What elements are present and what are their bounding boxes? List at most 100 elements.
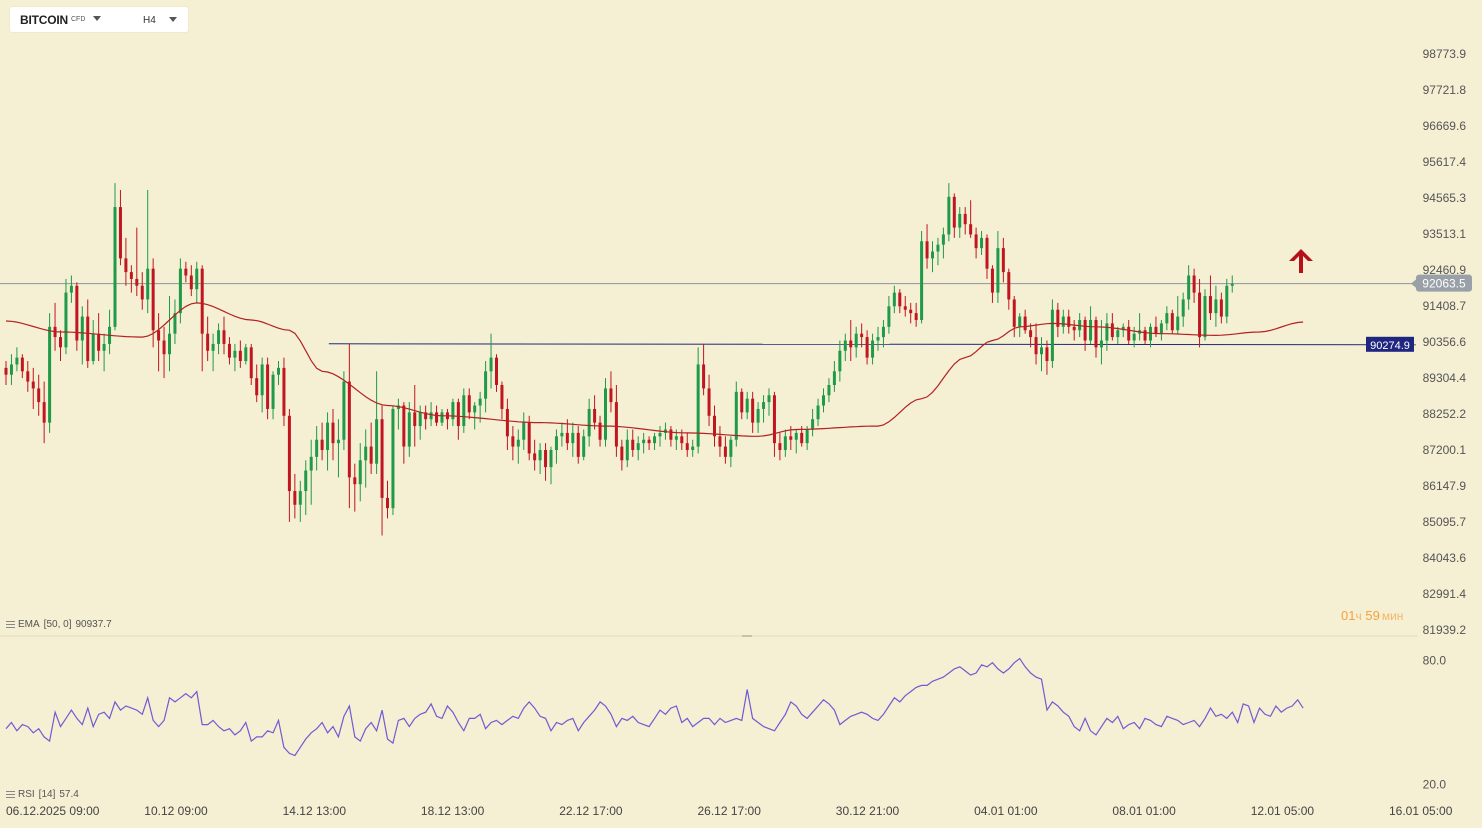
candle-body[interactable] bbox=[1203, 296, 1207, 338]
candle-body[interactable] bbox=[783, 436, 787, 451]
candle-body[interactable] bbox=[429, 412, 433, 420]
candle-body[interactable] bbox=[342, 381, 346, 440]
candle-body[interactable] bbox=[331, 422, 335, 444]
candle-body[interactable] bbox=[282, 367, 286, 416]
candle-body[interactable] bbox=[462, 395, 466, 427]
candle-body[interactable] bbox=[669, 429, 673, 440]
candle-body[interactable] bbox=[980, 237, 984, 249]
candle-body[interactable] bbox=[1192, 275, 1196, 293]
candle-body[interactable] bbox=[298, 491, 302, 505]
candle-body[interactable] bbox=[1001, 248, 1005, 273]
candle-body[interactable] bbox=[593, 408, 597, 423]
candle-body[interactable] bbox=[1012, 299, 1016, 327]
candle-body[interactable] bbox=[42, 402, 46, 423]
candle-body[interactable] bbox=[963, 213, 967, 225]
candle-body[interactable] bbox=[48, 326, 52, 423]
candle-body[interactable] bbox=[1061, 316, 1065, 327]
candle-body[interactable] bbox=[909, 309, 913, 314]
candle-body[interactable] bbox=[347, 381, 351, 478]
candle-body[interactable] bbox=[402, 405, 406, 447]
candle-body[interactable] bbox=[206, 333, 210, 351]
candle-body[interactable] bbox=[320, 439, 324, 451]
candle-body[interactable] bbox=[1072, 326, 1076, 331]
candle-body[interactable] bbox=[222, 330, 226, 344]
candle-body[interactable] bbox=[772, 395, 776, 444]
candle-body[interactable] bbox=[903, 306, 907, 310]
candle-body[interactable] bbox=[843, 340, 847, 351]
candle-body[interactable] bbox=[931, 251, 934, 259]
candle-body[interactable] bbox=[898, 292, 902, 307]
candle-body[interactable] bbox=[674, 436, 678, 440]
candle-body[interactable] bbox=[91, 333, 95, 362]
candle-body[interactable] bbox=[364, 446, 368, 461]
candle-body[interactable] bbox=[168, 333, 171, 355]
candle-body[interactable] bbox=[37, 388, 41, 403]
candle-body[interactable] bbox=[729, 439, 733, 457]
candle-body[interactable] bbox=[211, 343, 215, 351]
timeframe-value[interactable]: H4 bbox=[143, 15, 156, 26]
candle-body[interactable] bbox=[1132, 333, 1136, 341]
candle-body[interactable] bbox=[1056, 309, 1060, 327]
candle-body[interactable] bbox=[217, 330, 221, 344]
candle-body[interactable] bbox=[233, 350, 237, 358]
candle-body[interactable] bbox=[1040, 347, 1043, 355]
candle-body[interactable] bbox=[1105, 323, 1109, 341]
candle-body[interactable] bbox=[271, 374, 275, 409]
candle-body[interactable] bbox=[647, 439, 651, 444]
candle-body[interactable] bbox=[1230, 283, 1234, 286]
candle-body[interactable] bbox=[969, 224, 973, 235]
candle-body[interactable] bbox=[751, 398, 755, 423]
candle-body[interactable] bbox=[516, 439, 520, 447]
candle-body[interactable] bbox=[762, 402, 766, 409]
candle-body[interactable] bbox=[527, 422, 531, 454]
candle-body[interactable] bbox=[756, 408, 760, 423]
candle-body[interactable] bbox=[4, 367, 8, 375]
candle-body[interactable] bbox=[745, 398, 749, 413]
candle-body[interactable] bbox=[113, 207, 117, 327]
candle-body[interactable] bbox=[571, 432, 575, 444]
candle-body[interactable] bbox=[195, 268, 199, 290]
candle-body[interactable] bbox=[702, 364, 706, 389]
candle-body[interactable] bbox=[582, 436, 586, 457]
candle-body[interactable] bbox=[59, 337, 62, 348]
ema-settings-icon[interactable] bbox=[6, 619, 15, 630]
candle-body[interactable] bbox=[102, 343, 106, 351]
panel-resize-handle[interactable] bbox=[742, 635, 752, 637]
candle-body[interactable] bbox=[1029, 330, 1033, 338]
candle-body[interactable] bbox=[974, 234, 978, 249]
candle-body[interactable] bbox=[380, 419, 384, 498]
candle-body[interactable] bbox=[266, 364, 270, 409]
candle-body[interactable] bbox=[533, 453, 537, 461]
candle-body[interactable] bbox=[860, 333, 864, 338]
candle-body[interactable] bbox=[80, 316, 84, 341]
candle-body[interactable] bbox=[734, 391, 738, 440]
candle-body[interactable] bbox=[484, 371, 488, 399]
candle-body[interactable] bbox=[996, 248, 1000, 293]
candle-body[interactable] bbox=[500, 384, 504, 409]
candle-body[interactable] bbox=[609, 388, 613, 403]
candle-body[interactable] bbox=[424, 412, 428, 420]
candle-body[interactable] bbox=[1143, 330, 1147, 341]
candle-body[interactable] bbox=[129, 272, 133, 279]
candle-body[interactable] bbox=[418, 412, 422, 427]
candle-body[interactable] bbox=[189, 275, 193, 290]
candle-body[interactable] bbox=[925, 241, 929, 259]
candle-body[interactable] bbox=[1187, 275, 1191, 300]
candle-body[interactable] bbox=[124, 258, 128, 273]
candle-body[interactable] bbox=[75, 285, 79, 341]
candle-body[interactable] bbox=[1094, 319, 1098, 348]
candle-body[interactable] bbox=[227, 343, 231, 358]
candle-body[interactable] bbox=[1067, 316, 1071, 327]
candle-body[interactable] bbox=[173, 313, 177, 334]
candle-body[interactable] bbox=[778, 443, 782, 451]
candle-body[interactable] bbox=[1159, 323, 1163, 334]
candle-body[interactable] bbox=[936, 244, 940, 252]
candle-body[interactable] bbox=[522, 422, 526, 440]
timeframe-dropdown-icon[interactable] bbox=[169, 17, 177, 22]
candle-body[interactable] bbox=[822, 395, 825, 406]
candle-body[interactable] bbox=[892, 292, 896, 307]
candle-body[interactable] bbox=[794, 432, 798, 440]
candle-body[interactable] bbox=[723, 446, 727, 457]
candle-body[interactable] bbox=[811, 419, 815, 430]
candle-body[interactable] bbox=[200, 268, 204, 334]
